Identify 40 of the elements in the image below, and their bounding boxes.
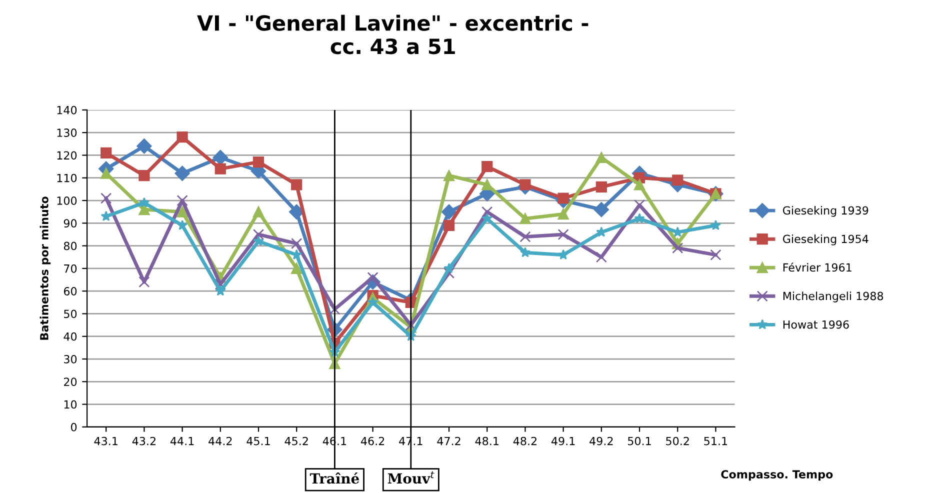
legend-label: Howat 1996 bbox=[783, 320, 849, 329]
x-tick-label: 51.1 bbox=[704, 437, 728, 446]
x-tick-label: 50.1 bbox=[628, 436, 651, 446]
x-tick-label: 46.2 bbox=[360, 436, 384, 446]
y-tick-label: 20 bbox=[64, 378, 77, 386]
x-tick-label: 48.1 bbox=[475, 436, 498, 446]
y-tick-label: 30 bbox=[64, 354, 77, 364]
y-tick-label: 0 bbox=[70, 422, 77, 432]
x-tick-label: 47.2 bbox=[437, 436, 460, 446]
ref-line-label: Mouv$^{t}$ bbox=[388, 471, 434, 484]
y-tick-label: 70 bbox=[64, 264, 77, 273]
ref-line-label: Traîné bbox=[310, 472, 359, 484]
x-tick-label: 44.1 bbox=[170, 437, 194, 446]
legend-label: Gieseking 1939 bbox=[782, 206, 868, 217]
x-tick-label: 49.2 bbox=[590, 436, 613, 446]
y-tick-label: 130 bbox=[57, 128, 77, 137]
y-tick-label: 100 bbox=[57, 196, 77, 205]
y-tick-label: 60 bbox=[64, 287, 77, 296]
x-tick-label: 43.1 bbox=[94, 436, 118, 446]
x-tick-label: 49.1 bbox=[551, 436, 575, 446]
y-tick-label: 10 bbox=[64, 400, 77, 409]
y-axis-title: Batimentos por minuto bbox=[40, 196, 51, 340]
y-tick-label: 140 bbox=[57, 106, 77, 114]
y-tick-label: 110 bbox=[57, 174, 77, 182]
x-tick-label: 45.2 bbox=[284, 436, 308, 446]
x-tick-label: 50.2 bbox=[666, 436, 689, 446]
x-tick-label: 44.2 bbox=[208, 436, 232, 446]
x-tick-label: 43.2 bbox=[132, 436, 156, 446]
x-tick-label: 48.2 bbox=[513, 436, 536, 446]
y-tick-label: 50 bbox=[64, 310, 77, 318]
y-tick-label: 90 bbox=[64, 219, 77, 228]
y-tick-label: 120 bbox=[57, 151, 77, 160]
y-tick-label: 80 bbox=[64, 242, 77, 250]
x-tick-label: 45.1 bbox=[246, 437, 270, 446]
legend-label: Gieseking 1954 bbox=[782, 234, 868, 246]
x-axis-title: Compasso. Tempo bbox=[721, 470, 833, 481]
legend-label: Michelangeli 1988 bbox=[783, 292, 884, 302]
chart-title: VI - "General Lavine" - excentric - cc. 43 a 51 bbox=[197, 14, 588, 54]
legend-label: Février 1961 bbox=[783, 262, 852, 272]
y-tick-label: 40 bbox=[64, 332, 77, 341]
